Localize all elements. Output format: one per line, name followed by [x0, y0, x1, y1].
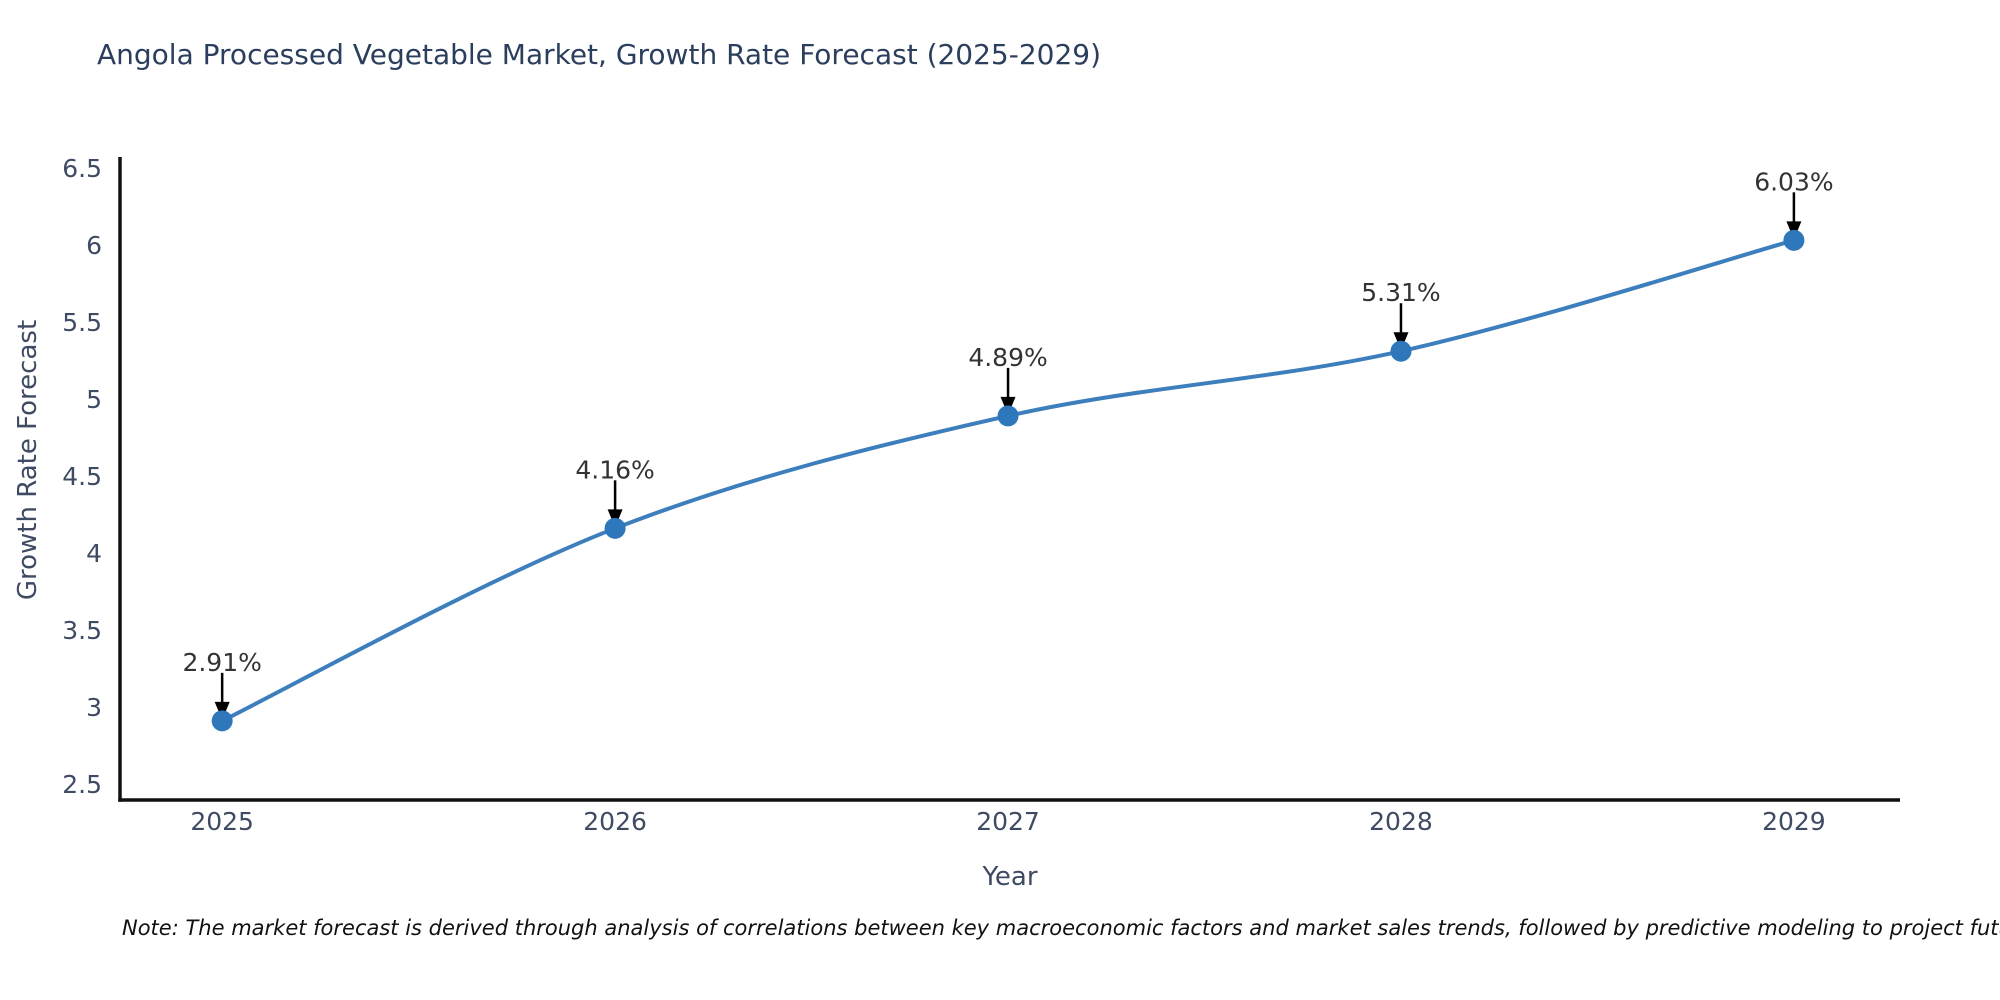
y-tick-label: 3 — [86, 693, 102, 722]
y-tick-label: 6 — [86, 231, 102, 260]
x-tick-label: 2025 — [190, 807, 254, 836]
point-label: 5.31% — [1361, 278, 1440, 307]
y-axis-title: Growth Rate Forecast — [13, 319, 43, 601]
y-tick-label: 3.5 — [62, 616, 102, 645]
point-label: 6.03% — [1754, 167, 1833, 196]
y-tick-label: 6.5 — [62, 154, 102, 183]
y-tick-label: 2.5 — [62, 770, 102, 799]
x-tick-label: 2028 — [1369, 807, 1433, 836]
y-tick-label: 4.5 — [62, 462, 102, 491]
footnote: Note: The market forecast is derived thr… — [122, 916, 2000, 940]
chart-title: Angola Processed Vegetable Market, Growt… — [97, 38, 1102, 71]
x-tick-label: 2027 — [976, 807, 1040, 836]
point-label: 4.16% — [575, 455, 654, 484]
data-point-2026[interactable] — [604, 517, 626, 539]
x-axis-title: Year — [982, 862, 1038, 892]
data-point-2027[interactable] — [997, 405, 1019, 427]
data-point-2028[interactable] — [1390, 340, 1412, 362]
data-point-2025[interactable] — [211, 710, 233, 732]
point-label: 4.89% — [968, 343, 1047, 372]
y-tick-label: 4 — [86, 539, 102, 568]
y-tick-label: 5.5 — [62, 308, 102, 337]
x-tick-label: 2029 — [1762, 807, 1826, 836]
data-point-2029[interactable] — [1783, 229, 1805, 251]
y-tick-label: 5 — [86, 385, 102, 414]
x-tick-label: 2026 — [583, 807, 647, 836]
series-line — [221, 238, 1795, 723]
point-label: 2.91% — [182, 648, 261, 677]
